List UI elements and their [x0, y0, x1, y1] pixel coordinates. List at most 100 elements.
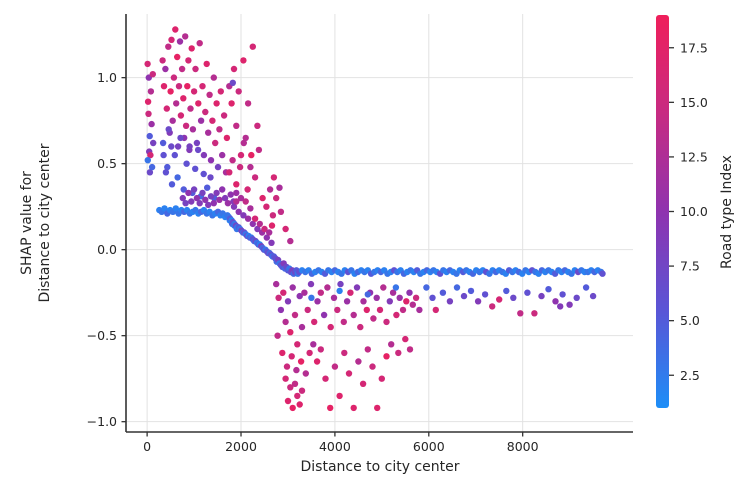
data-point: [147, 151, 154, 159]
data-point: [380, 284, 387, 291]
axis-spines: [125, 14, 633, 433]
data-point: [263, 203, 270, 210]
data-point: [259, 194, 266, 202]
data-point: [233, 189, 240, 197]
data-point: [266, 229, 273, 236]
data-point: [144, 157, 151, 164]
data-point: [282, 375, 289, 382]
data-point: [599, 270, 606, 277]
x-tick-label: 2000: [225, 439, 257, 454]
data-point: [210, 200, 217, 207]
data-point: [150, 139, 157, 147]
data-point: [291, 311, 299, 319]
data-point: [146, 169, 154, 176]
data-point: [244, 100, 252, 107]
data-point: [202, 196, 209, 203]
data-point: [524, 289, 531, 296]
data-point: [322, 375, 329, 382]
x-axis-ticks: 0 2000 4000 6000 8000: [143, 432, 539, 454]
data-point: [369, 363, 376, 370]
data-point: [393, 311, 400, 319]
data-point: [200, 151, 208, 159]
colorbar-gradient-bar: [656, 15, 669, 408]
data-point: [187, 105, 194, 112]
colorbar-label: Road type Index: [719, 155, 735, 269]
data-point: [298, 323, 306, 331]
data-point: [207, 157, 215, 164]
colorbar-tick-label: 5.0: [680, 313, 700, 328]
data-point: [230, 65, 238, 73]
data-point: [212, 139, 219, 147]
data-point: [249, 43, 256, 50]
data-point: [573, 294, 580, 301]
data-point: [388, 341, 395, 348]
data-point: [177, 112, 185, 119]
x-tick-label: 4000: [319, 439, 351, 454]
data-point: [209, 117, 216, 124]
data-point: [370, 315, 377, 322]
data-point: [174, 143, 182, 150]
data-point: [291, 380, 299, 387]
colorbar-tick-label: 10.0: [680, 204, 708, 219]
data-point: [277, 208, 285, 215]
data-point: [223, 134, 231, 142]
data-point: [255, 146, 263, 154]
data-point: [589, 292, 597, 300]
data-point: [287, 329, 294, 336]
data-point: [144, 60, 151, 68]
data-point: [314, 298, 321, 305]
data-point: [287, 237, 294, 245]
colorbar-ticks: 17.5 15.0 12.5 10.0 7.5 5.0 2.5: [669, 40, 708, 383]
data-point: [202, 108, 209, 116]
data-point: [174, 174, 181, 181]
data-point: [403, 298, 410, 305]
data-point: [247, 163, 254, 171]
data-point: [330, 294, 338, 301]
data-point: [378, 375, 385, 382]
colorbar-tick-label: 7.5: [680, 259, 700, 274]
data-point: [320, 311, 328, 319]
y-tick-label: −0.5: [87, 328, 117, 343]
data-point: [296, 401, 303, 408]
data-point: [214, 163, 222, 171]
data-point: [277, 306, 285, 314]
data-point: [270, 174, 278, 181]
data-point: [147, 88, 155, 95]
data-point: [279, 349, 286, 357]
data-point: [304, 306, 311, 314]
data-point: [289, 284, 296, 291]
data-point: [392, 284, 400, 291]
data-point: [249, 220, 256, 228]
scatter-points: [144, 26, 606, 412]
data-point: [582, 284, 590, 291]
data-point: [207, 193, 215, 200]
data-point: [190, 186, 198, 193]
data-point: [197, 117, 205, 124]
data-point: [307, 280, 315, 288]
data-point: [282, 318, 289, 326]
data-point: [180, 95, 187, 102]
data-point: [510, 294, 517, 301]
data-point: [224, 200, 232, 207]
data-point: [210, 74, 217, 81]
data-point: [360, 298, 367, 305]
data-point: [274, 332, 281, 339]
data-point: [162, 65, 169, 73]
y-tick-label: 1.0: [97, 70, 117, 85]
data-point: [327, 323, 334, 331]
data-point: [192, 165, 199, 172]
data-point: [148, 163, 156, 171]
data-point: [389, 289, 397, 296]
data-point: [357, 323, 364, 331]
data-point: [446, 298, 454, 305]
data-point: [188, 198, 195, 205]
data-point: [200, 170, 207, 178]
y-axis-label-line1: SHAP value for: [19, 171, 35, 275]
data-point: [168, 181, 176, 188]
data-point: [336, 287, 343, 295]
data-point: [182, 200, 189, 207]
data-point: [545, 286, 552, 293]
y-axis-label-line2: Distance to city center: [37, 143, 53, 302]
data-point: [317, 289, 324, 296]
